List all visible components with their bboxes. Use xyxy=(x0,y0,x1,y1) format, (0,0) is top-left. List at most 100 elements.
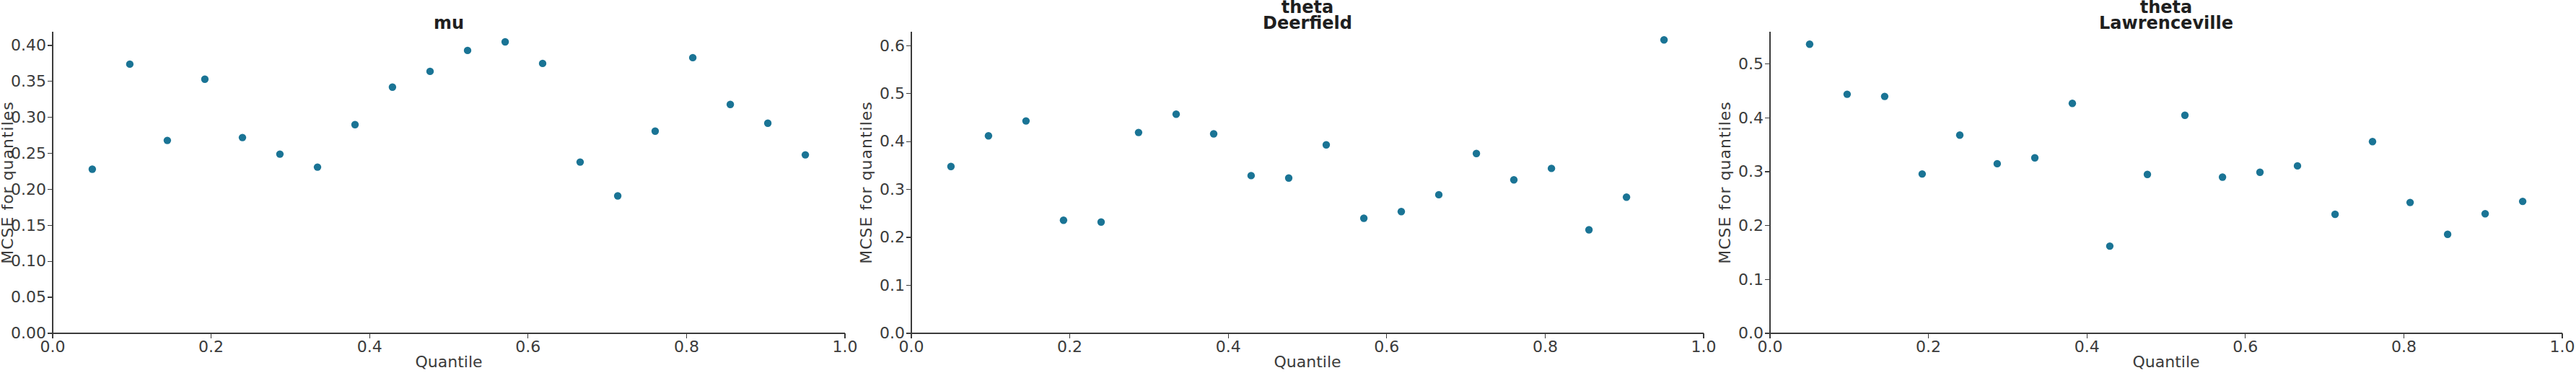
data-point xyxy=(2031,154,2038,162)
data-point xyxy=(2144,171,2151,178)
data-point xyxy=(1098,219,1105,226)
data-point xyxy=(985,132,992,139)
data-point xyxy=(239,133,246,141)
theta-deerfield-plot: 0.00.20.40.60.81.00.00.10.20.30.40.50.6 … xyxy=(859,0,1717,373)
data-point xyxy=(1173,110,1180,118)
data-point xyxy=(1881,92,1888,100)
data-point xyxy=(201,76,209,83)
data-point xyxy=(1473,150,1480,157)
data-point xyxy=(764,120,771,127)
plot-area: 0.00.20.40.60.81.00.00.10.20.30.40.5 xyxy=(1738,32,2575,356)
data-point xyxy=(1135,128,1142,136)
data-point xyxy=(1548,164,1555,172)
axis-spines xyxy=(911,32,1704,333)
data-point xyxy=(2256,169,2264,176)
x-tick-label: 0.8 xyxy=(1533,338,1558,356)
data-point xyxy=(577,158,584,165)
theta-lawrenceville-plot: 0.00.20.40.60.81.00.00.10.20.30.40.5 Qua… xyxy=(1717,0,2576,373)
data-point xyxy=(1623,193,1630,201)
y-tick-label: 0.5 xyxy=(1738,55,1764,73)
data-point xyxy=(1323,141,1330,149)
y-axis-label: MCSE for quantiles xyxy=(0,101,17,264)
y-tick-label: 0.4 xyxy=(1738,109,1764,127)
panel-theta-lawrenceville: theta Lawrenceville 0.00.20.40.60.81.00.… xyxy=(1717,0,2576,373)
y-tick-label: 0.2 xyxy=(1738,216,1764,234)
data-point xyxy=(2481,210,2489,217)
x-tick-label: 0.2 xyxy=(1916,338,1941,356)
data-point xyxy=(276,150,284,157)
data-point xyxy=(2406,198,2414,206)
data-point xyxy=(2069,100,2076,107)
x-tick-label: 0.6 xyxy=(2233,338,2258,356)
data-point xyxy=(689,54,696,61)
x-tick-label: 1.0 xyxy=(1691,338,1717,356)
y-tick-label: 0.4 xyxy=(880,132,905,150)
data-point xyxy=(464,47,471,54)
data-point xyxy=(164,136,171,144)
axis-spines xyxy=(53,32,845,333)
data-point xyxy=(501,38,509,45)
plot-area: 0.00.20.40.60.81.00.000.050.100.150.200.… xyxy=(11,32,857,356)
data-point xyxy=(1510,176,1517,183)
data-point xyxy=(1210,130,1217,137)
data-point xyxy=(1660,36,1668,43)
y-tick-label: 0.35 xyxy=(11,72,46,90)
data-point xyxy=(2369,138,2376,145)
panel-theta-deerfield: theta Deerfield 0.00.20.40.60.81.00.00.1… xyxy=(859,0,1717,373)
x-tick-label: 0.4 xyxy=(1216,338,1241,356)
axis-spines xyxy=(1770,32,2562,333)
data-point xyxy=(89,165,96,172)
y-tick-label: 0.3 xyxy=(880,180,905,198)
data-point xyxy=(1585,226,1593,233)
x-tick-label: 0.2 xyxy=(198,338,224,356)
data-point xyxy=(2181,112,2189,119)
data-point xyxy=(1956,131,1963,139)
data-point xyxy=(389,84,396,91)
y-tick-label: 0.0 xyxy=(880,324,905,342)
x-tick-label: 0.6 xyxy=(1374,338,1399,356)
data-point xyxy=(802,151,809,158)
data-point xyxy=(1844,90,1851,97)
x-axis-label: Quantile xyxy=(1274,353,1341,371)
mu-plot: 0.00.20.40.60.81.00.000.050.100.150.200.… xyxy=(0,0,859,373)
data-point xyxy=(652,128,659,135)
data-point xyxy=(126,61,133,68)
y-tick-label: 0.3 xyxy=(1738,162,1764,180)
data-point xyxy=(2519,198,2526,205)
data-point xyxy=(351,121,359,128)
x-tick-label: 1.0 xyxy=(2550,338,2575,356)
data-point xyxy=(1360,214,1367,221)
y-tick-label: 0.00 xyxy=(11,324,46,342)
data-point xyxy=(1060,216,1067,224)
data-point xyxy=(1806,40,1813,48)
data-point xyxy=(1285,175,1292,182)
x-tick-label: 0.8 xyxy=(2391,338,2417,356)
mcse-quantiles-figure: mu 0.00.20.40.60.81.00.000.050.100.150.2… xyxy=(0,0,2576,373)
data-point xyxy=(1994,160,2001,167)
y-tick-label: 0.05 xyxy=(11,288,46,306)
x-tick-label: 0.6 xyxy=(515,338,540,356)
y-axis-label: MCSE for quantiles xyxy=(1717,101,1734,264)
x-axis-label: Quantile xyxy=(415,353,482,371)
data-point xyxy=(1435,191,1442,198)
data-point xyxy=(1919,170,1926,177)
plot-area: 0.00.20.40.60.81.00.00.10.20.30.40.50.6 xyxy=(880,32,1717,356)
data-point xyxy=(2106,242,2113,250)
panel-mu: mu 0.00.20.40.60.81.00.000.050.100.150.2… xyxy=(0,0,859,373)
data-point xyxy=(614,192,621,199)
x-tick-label: 0.4 xyxy=(357,338,382,356)
y-axis-label: MCSE for quantiles xyxy=(859,101,875,264)
x-tick-label: 0.8 xyxy=(674,338,699,356)
y-tick-label: 0.40 xyxy=(11,36,46,54)
data-point xyxy=(2294,162,2301,170)
y-tick-label: 0.1 xyxy=(1738,271,1764,289)
data-point xyxy=(426,68,434,75)
y-tick-label: 0.6 xyxy=(880,37,905,55)
data-point xyxy=(1248,172,1255,179)
y-tick-label: 0.2 xyxy=(880,228,905,246)
y-tick-label: 0.0 xyxy=(1738,324,1764,342)
data-point xyxy=(947,163,955,170)
x-tick-label: 0.2 xyxy=(1057,338,1082,356)
y-tick-label: 0.5 xyxy=(880,84,905,102)
data-point xyxy=(539,60,546,67)
